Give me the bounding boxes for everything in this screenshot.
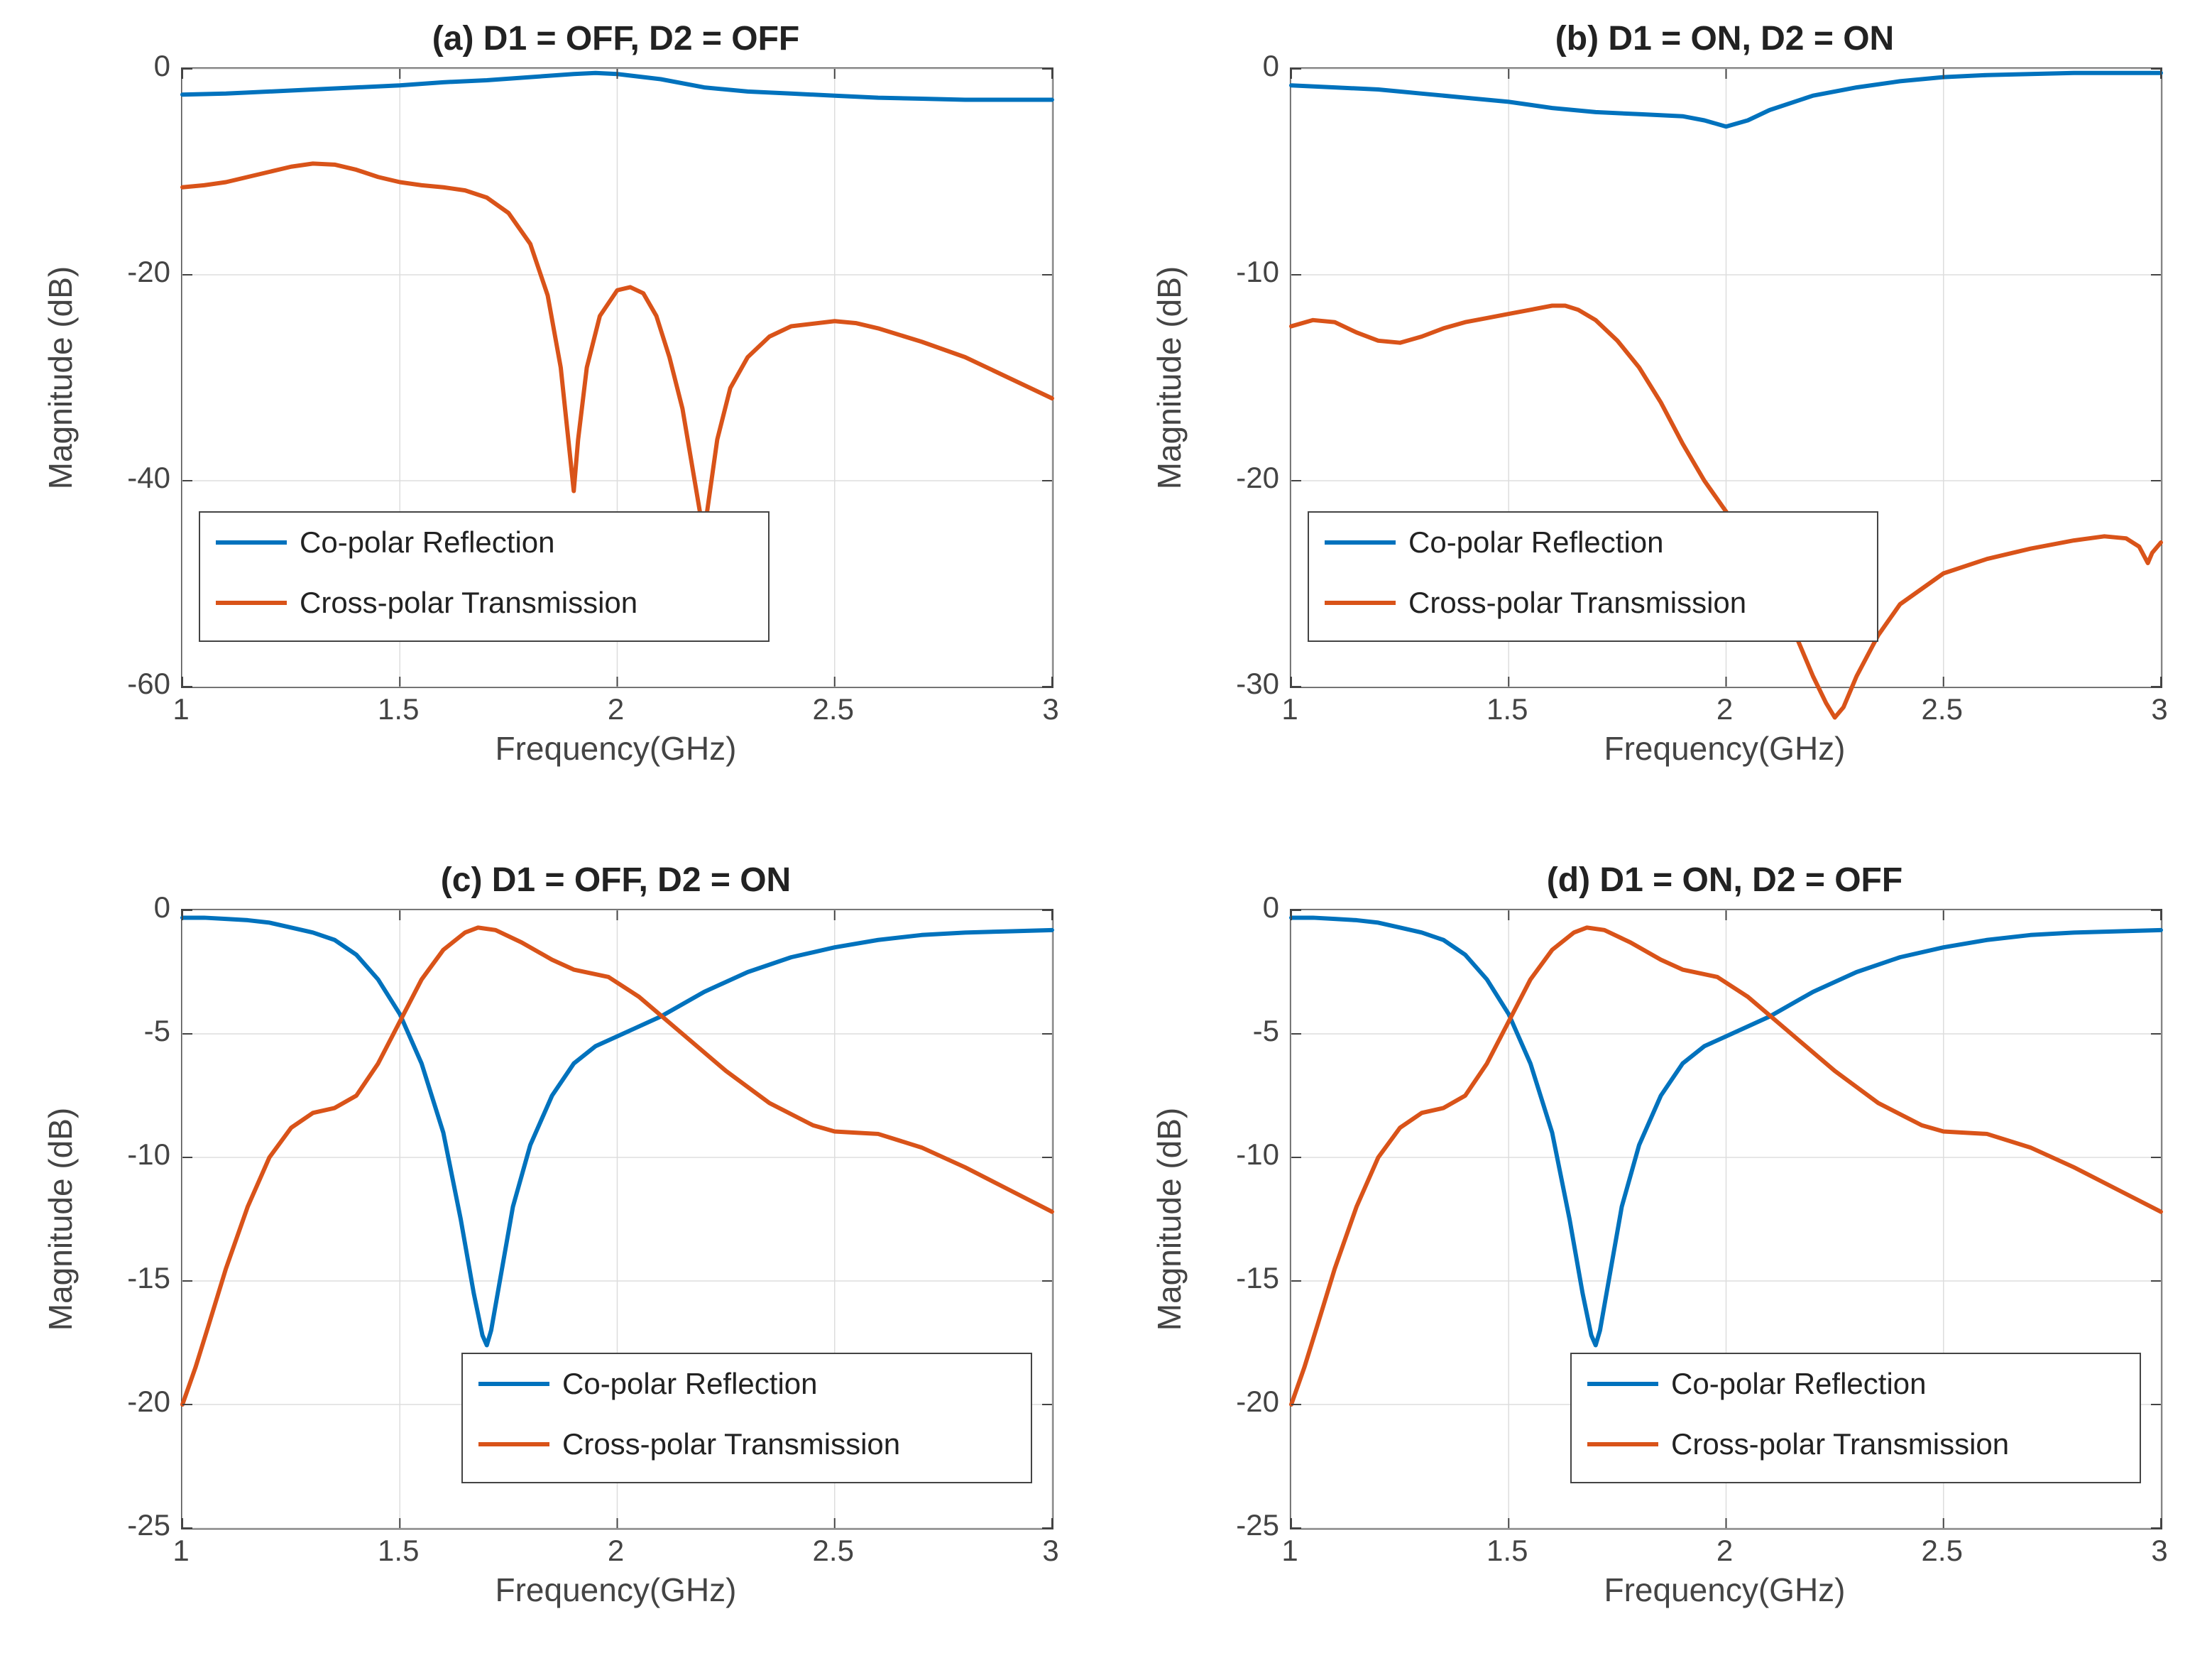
legend-text: Co-polar Reflection [1671,1367,1927,1401]
y-axis-label-d: Magnitude (dB) [1150,910,1188,1528]
xtick-d-2: 2 [1682,1534,1768,1568]
ytick-d-5: 0 [1194,890,1279,925]
legend-item-co-d: Co-polar Reflection [1587,1367,1927,1401]
ytick-d-0: -25 [1194,1508,1279,1542]
ytick-d-1: -20 [1194,1385,1279,1419]
legend-text: Cross-polar Transmission [1671,1427,2009,1461]
legend-d: Co-polar Reflection Cross-polar Transmiss… [1570,1353,2141,1483]
xtick-d-1: 1.5 [1464,1534,1550,1568]
x-axis-label-d: Frequency(GHz) [1290,1571,2159,1609]
figure-root: (a) D1 = OFF, D2 = OFFFrequency(GHz)Magn… [0,0,2212,1658]
xtick-d-4: 3 [2117,1534,2202,1568]
xtick-d-3: 2.5 [1900,1534,1985,1568]
legend-item-cross-d: Cross-polar Transmission [1587,1427,2009,1461]
ytick-d-2: -15 [1194,1261,1279,1295]
ytick-d-3: -10 [1194,1138,1279,1172]
panel-d: (d) D1 = ON, D2 = OFF Frequency(GHz) Magni… [0,0,2212,1658]
ytick-d-4: -5 [1194,1014,1279,1048]
legend-swatch-icon [1587,1382,1658,1386]
legend-swatch-icon [1587,1442,1658,1446]
panel-title-d: (d) D1 = ON, D2 = OFF [1290,861,2159,900]
